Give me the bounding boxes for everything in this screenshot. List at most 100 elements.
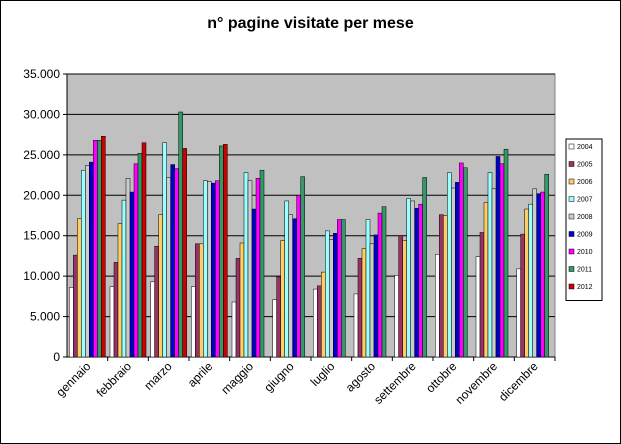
legend-label: 2011 <box>577 267 592 274</box>
bar <box>483 202 489 358</box>
legend-swatch <box>568 196 575 202</box>
bar <box>113 262 119 358</box>
bar <box>520 233 525 358</box>
bar <box>121 199 127 358</box>
bar <box>219 145 224 358</box>
bar <box>491 188 497 358</box>
x-tick-label: settembre <box>371 359 419 407</box>
bar <box>410 200 415 358</box>
bar <box>272 299 277 358</box>
x-tick-label: marzo <box>141 359 175 393</box>
legend-box <box>565 138 603 301</box>
y-tick-label: 35.000 <box>23 67 60 81</box>
bar <box>329 239 334 358</box>
x-tick-label: giugno <box>261 359 297 395</box>
y-tick-label: 15.000 <box>23 229 60 243</box>
bar <box>422 177 427 358</box>
x-tick-label: gennaio <box>53 359 93 399</box>
bar <box>81 169 86 358</box>
bar <box>288 214 293 358</box>
bar <box>178 111 183 358</box>
bar <box>455 182 460 358</box>
bar <box>154 245 159 358</box>
bar <box>195 243 200 358</box>
legend-swatch <box>568 143 575 150</box>
bar <box>174 168 179 358</box>
bar <box>133 163 139 358</box>
bar <box>532 188 537 358</box>
bar <box>435 254 440 358</box>
bar <box>373 234 379 358</box>
legend-swatch <box>568 231 575 237</box>
bar <box>459 162 464 358</box>
bar <box>255 178 261 358</box>
bar <box>259 169 265 358</box>
bar <box>451 187 456 358</box>
bar <box>325 230 330 358</box>
bar <box>381 206 387 358</box>
bar <box>89 161 94 358</box>
bar <box>223 144 228 358</box>
legend-label: 2012 <box>577 284 593 291</box>
x-tick-label: aprile <box>185 359 216 390</box>
bar <box>93 140 98 358</box>
bar <box>544 174 549 358</box>
bar <box>243 172 249 358</box>
bar <box>296 195 301 358</box>
bar <box>499 163 505 358</box>
plot-background <box>66 73 556 358</box>
bar <box>337 219 342 358</box>
bar <box>540 191 545 358</box>
x-tick-label: ottobre <box>423 359 460 396</box>
bar <box>85 165 90 358</box>
legend-label: 2010 <box>577 249 593 256</box>
legend-swatch <box>568 266 575 272</box>
bar <box>341 219 346 358</box>
bar <box>137 152 143 358</box>
x-tick-label: dicembre <box>496 359 541 404</box>
legend-label: 2006 <box>577 179 593 186</box>
bar <box>524 208 529 358</box>
bar <box>276 276 281 358</box>
legend: 2004 2005 2006 2007 2008 2009 2010 2011 2012 <box>565 138 603 301</box>
bar <box>191 286 196 358</box>
bar <box>439 214 444 358</box>
bar <box>150 281 155 358</box>
bar <box>251 208 257 358</box>
x-tick-label: agosto <box>343 359 379 395</box>
bar <box>117 223 123 358</box>
x-tick-label: novembre <box>452 359 500 407</box>
x-tick-label: febbraio <box>94 359 135 400</box>
legend-label: 2008 <box>577 214 593 221</box>
chart-title: n° pagine visitate per mese <box>207 15 414 32</box>
bar <box>231 301 237 358</box>
bar <box>158 214 163 358</box>
bar <box>353 293 359 358</box>
bar <box>528 203 533 358</box>
legend-label: 2004 <box>577 144 593 151</box>
bar <box>141 142 147 358</box>
x-tick-label: luglio <box>308 359 338 389</box>
legend-swatch <box>568 213 575 220</box>
legend-label: 2005 <box>577 162 593 169</box>
bar <box>418 203 423 358</box>
bar <box>125 178 131 358</box>
bar <box>365 219 371 358</box>
legend-swatch <box>568 161 575 167</box>
bar <box>170 164 175 358</box>
bar <box>536 193 541 358</box>
bar <box>73 254 78 358</box>
bar <box>239 242 245 358</box>
bar <box>394 275 399 358</box>
x-tick-label: maggio <box>218 359 256 397</box>
bar <box>503 148 509 358</box>
bar <box>398 235 403 358</box>
bar <box>321 271 326 358</box>
legend-swatch <box>568 178 575 185</box>
bar <box>487 172 493 358</box>
bar <box>516 268 521 358</box>
bar <box>211 182 216 358</box>
y-tick-label: 20.000 <box>23 188 60 202</box>
bar <box>235 258 241 358</box>
